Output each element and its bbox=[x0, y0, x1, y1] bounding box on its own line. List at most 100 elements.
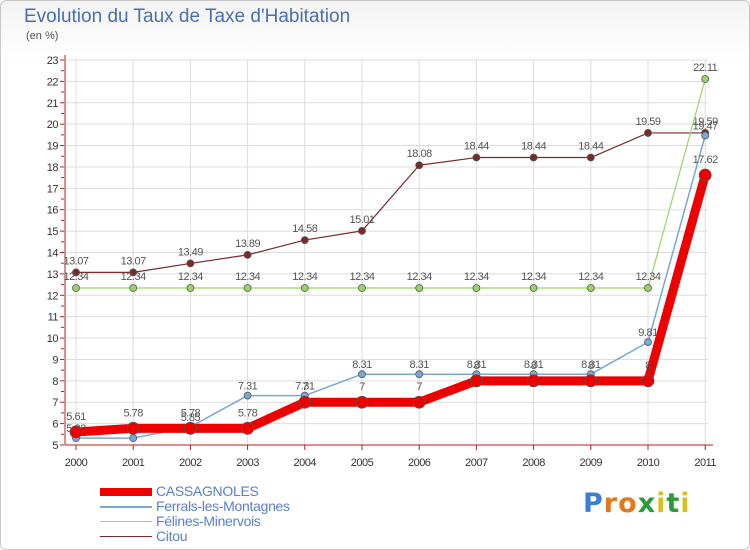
data-point-citou bbox=[586, 153, 595, 162]
x-tick-label: 2005 bbox=[351, 457, 374, 469]
x-tick-label: 2004 bbox=[294, 457, 317, 469]
series-line-citou bbox=[75, 132, 706, 273]
data-point-cassagnoles bbox=[298, 395, 312, 409]
data-point-citou bbox=[472, 153, 481, 162]
data-point-citou bbox=[129, 268, 138, 277]
legend-swatch-citou bbox=[100, 536, 152, 537]
data-label-felines-minervois: 12.34 bbox=[521, 271, 546, 283]
legend-swatch-cassagnoles bbox=[100, 487, 152, 496]
data-label-felines-minervois: 12.34 bbox=[464, 271, 489, 283]
data-label-citou: 13.07 bbox=[121, 255, 146, 267]
data-label-cassagnoles: 8 bbox=[645, 360, 651, 372]
data-label-ferrals-les-montagnes: 9.81 bbox=[638, 327, 658, 339]
data-point-citou bbox=[358, 226, 366, 235]
data-point-cassagnoles bbox=[412, 395, 426, 409]
y-tick-label: 18 bbox=[47, 162, 59, 174]
data-label-felines-minervois: 12.34 bbox=[63, 271, 88, 283]
data-point-citou bbox=[300, 236, 309, 244]
data-label-felines-minervois: 12.34 bbox=[578, 271, 603, 283]
data-label-felines-minervois: 12.34 bbox=[235, 271, 260, 283]
data-label-cassagnoles: 5.78 bbox=[238, 407, 258, 419]
logo-letter: o bbox=[618, 488, 638, 519]
data-label-cassagnoles: 8 bbox=[531, 360, 537, 372]
y-tick-label: 11 bbox=[48, 312, 59, 324]
legend-swatch-ferrals bbox=[100, 505, 152, 508]
y-tick-label: 20 bbox=[47, 119, 59, 131]
data-point-ferrals-les-montagnes bbox=[358, 370, 366, 379]
data-point-felines-minervois bbox=[529, 284, 538, 292]
proxiti-logo: Proxiti bbox=[583, 488, 691, 519]
data-point-citou bbox=[186, 259, 195, 268]
y-tick-label: 19 bbox=[47, 141, 59, 153]
data-point-felines-minervois bbox=[586, 284, 595, 292]
y-tick-label: 5 bbox=[52, 440, 58, 452]
data-label-cassagnoles: 7 bbox=[359, 381, 365, 393]
data-label-citou: 13.49 bbox=[178, 246, 203, 258]
chart-legend: CASSAGNOLES Ferrals-les-Montagnes Féline… bbox=[100, 484, 290, 544]
data-point-ferrals-les-montagnes bbox=[243, 391, 252, 400]
data-point-felines-minervois bbox=[472, 284, 481, 292]
y-tick-label: 17 bbox=[47, 183, 59, 195]
y-tick-label: 10 bbox=[47, 333, 59, 345]
data-point-cassagnoles bbox=[355, 395, 369, 409]
data-point-felines-minervois bbox=[243, 284, 252, 292]
legend-label-cassagnoles: CASSAGNOLES bbox=[156, 483, 259, 499]
data-point-felines-minervois bbox=[72, 284, 80, 292]
data-point-cassagnoles bbox=[584, 374, 598, 388]
y-tick-label: 22 bbox=[47, 76, 59, 88]
x-tick-label: 2000 bbox=[65, 457, 88, 469]
data-label-cassagnoles: 7 bbox=[416, 381, 422, 393]
data-label-citou: 19.59 bbox=[635, 116, 660, 128]
data-point-felines-minervois bbox=[300, 284, 309, 292]
data-label-ferrals-les-montagnes: 7.31 bbox=[295, 381, 315, 393]
legend-item-ferrals: Ferrals-les-Montagnes bbox=[100, 499, 290, 514]
data-label-ferrals-les-montagnes: 5.85 bbox=[181, 412, 201, 424]
data-label-citou: 19.59 bbox=[693, 116, 718, 128]
data-label-felines-minervois: 12.34 bbox=[349, 271, 374, 283]
y-tick-label: 14 bbox=[47, 248, 59, 260]
data-label-ferrals-les-montagnes: 8.31 bbox=[524, 359, 544, 371]
data-label-cassagnoles: 17.62 bbox=[693, 154, 718, 166]
y-tick-label: 12 bbox=[47, 290, 59, 302]
data-label-cassagnoles: 5.78 bbox=[181, 407, 201, 419]
data-point-cassagnoles bbox=[641, 374, 655, 388]
data-label-felines-minervois: 12.34 bbox=[121, 271, 146, 283]
logo-letter: r bbox=[603, 488, 619, 519]
data-label-felines-minervois: 12.34 bbox=[178, 271, 203, 283]
data-point-cassagnoles bbox=[527, 374, 540, 388]
legend-swatch-felines bbox=[100, 521, 152, 522]
data-label-felines-minervois: 12.34 bbox=[292, 271, 317, 283]
data-point-cassagnoles bbox=[469, 374, 483, 388]
legend-label-ferrals: Ferrals-les-Montagnes bbox=[156, 498, 290, 514]
data-label-cassagnoles: 5.61 bbox=[66, 411, 86, 423]
line-chart: 5 6 7 8 9 10 11 12 13 14 15 16 17 18 19 20 21 22 23 2000 200… bbox=[47, 55, 719, 469]
x-tick-label: 2003 bbox=[236, 457, 259, 469]
data-label-citou: 18.44 bbox=[464, 141, 489, 153]
y-tick-label: 6 bbox=[52, 419, 58, 431]
legend-item-citou: Citou bbox=[100, 529, 290, 544]
y-tick-label: 21 bbox=[47, 98, 59, 110]
data-label-ferrals-les-montagnes: 8.31 bbox=[409, 359, 429, 371]
data-point-citou bbox=[72, 268, 80, 277]
data-label-felines-minervois: 12.34 bbox=[407, 271, 432, 283]
series-line-cassagnoles bbox=[71, 170, 710, 437]
data-label-citou: 15.01 bbox=[349, 214, 374, 226]
y-tick-label: 9 bbox=[52, 354, 58, 366]
data-label-ferrals-les-montagnes: 19.47 bbox=[693, 121, 718, 133]
logo-letter: P bbox=[583, 488, 604, 519]
data-point-citou bbox=[243, 250, 252, 259]
legend-item-cassagnoles: CASSAGNOLES bbox=[100, 484, 290, 499]
logo-letter: x bbox=[637, 488, 657, 519]
data-label-felines-minervois: 22.11 bbox=[693, 62, 718, 74]
x-tick-label: 2001 bbox=[122, 457, 145, 469]
data-label-ferrals-les-montagnes: 8.31 bbox=[581, 359, 601, 371]
data-point-felines-minervois bbox=[186, 284, 195, 292]
data-point-citou bbox=[415, 161, 424, 170]
y-tick-label: 8 bbox=[52, 376, 58, 388]
data-label-ferrals-les-montagnes: 8.31 bbox=[467, 359, 487, 371]
data-point-felines-minervois bbox=[358, 284, 366, 292]
data-label-citou: 18.44 bbox=[578, 141, 603, 153]
y-tick-label: 23 bbox=[47, 55, 59, 67]
data-point-ferrals-les-montagnes bbox=[129, 434, 138, 443]
data-point-cassagnoles bbox=[69, 425, 83, 439]
